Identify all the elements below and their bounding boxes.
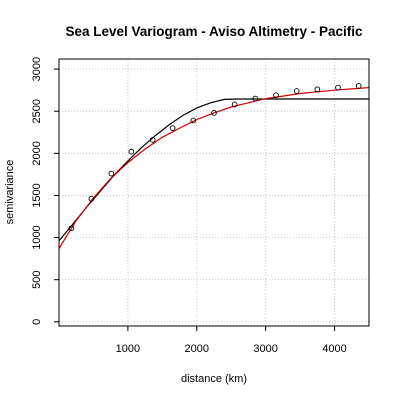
data-point	[68, 225, 75, 232]
data-point	[314, 86, 321, 93]
data-point	[88, 195, 95, 202]
y-axis: 0 500 1000 1500 2000 2500 3000	[31, 57, 59, 325]
x-tick-label: 1000	[116, 343, 140, 355]
series-layer	[58, 83, 370, 249]
x-tick-label: 2000	[185, 343, 209, 355]
fit-curve	[58, 98, 369, 242]
data-point	[273, 92, 279, 99]
data-point	[355, 83, 362, 89]
y-axis-label: semivariance	[4, 160, 16, 225]
x-tick-label: 4000	[322, 343, 346, 355]
data-point	[293, 88, 300, 94]
x-tick-label: 3000	[253, 343, 277, 355]
chart-title: Sea Level Variogram - Aviso Altimetry - …	[65, 24, 363, 39]
x-axis-label: distance (km)	[181, 373, 247, 385]
data-point	[252, 95, 259, 102]
y-tick-label: 500	[31, 270, 43, 288]
y-tick-label: 1500	[31, 183, 43, 207]
data-point	[128, 148, 135, 155]
data-point	[149, 137, 156, 143]
data-point	[335, 84, 341, 91]
x-axis: 1000 2000 3000 4000	[116, 326, 347, 355]
y-tick-label: 2000	[31, 141, 43, 165]
y-tick-label: 3000	[31, 57, 43, 81]
data-point	[169, 125, 176, 131]
grid	[59, 59, 369, 326]
plot-frame	[58, 58, 370, 327]
y-tick-label: 2500	[31, 99, 43, 123]
data-point	[211, 110, 217, 116]
y-tick-label: 1000	[31, 225, 43, 249]
data-point	[231, 101, 238, 108]
data-point	[108, 170, 115, 177]
fit-curve	[58, 87, 370, 249]
y-tick-label: 0	[31, 319, 43, 325]
data-point	[190, 117, 197, 124]
